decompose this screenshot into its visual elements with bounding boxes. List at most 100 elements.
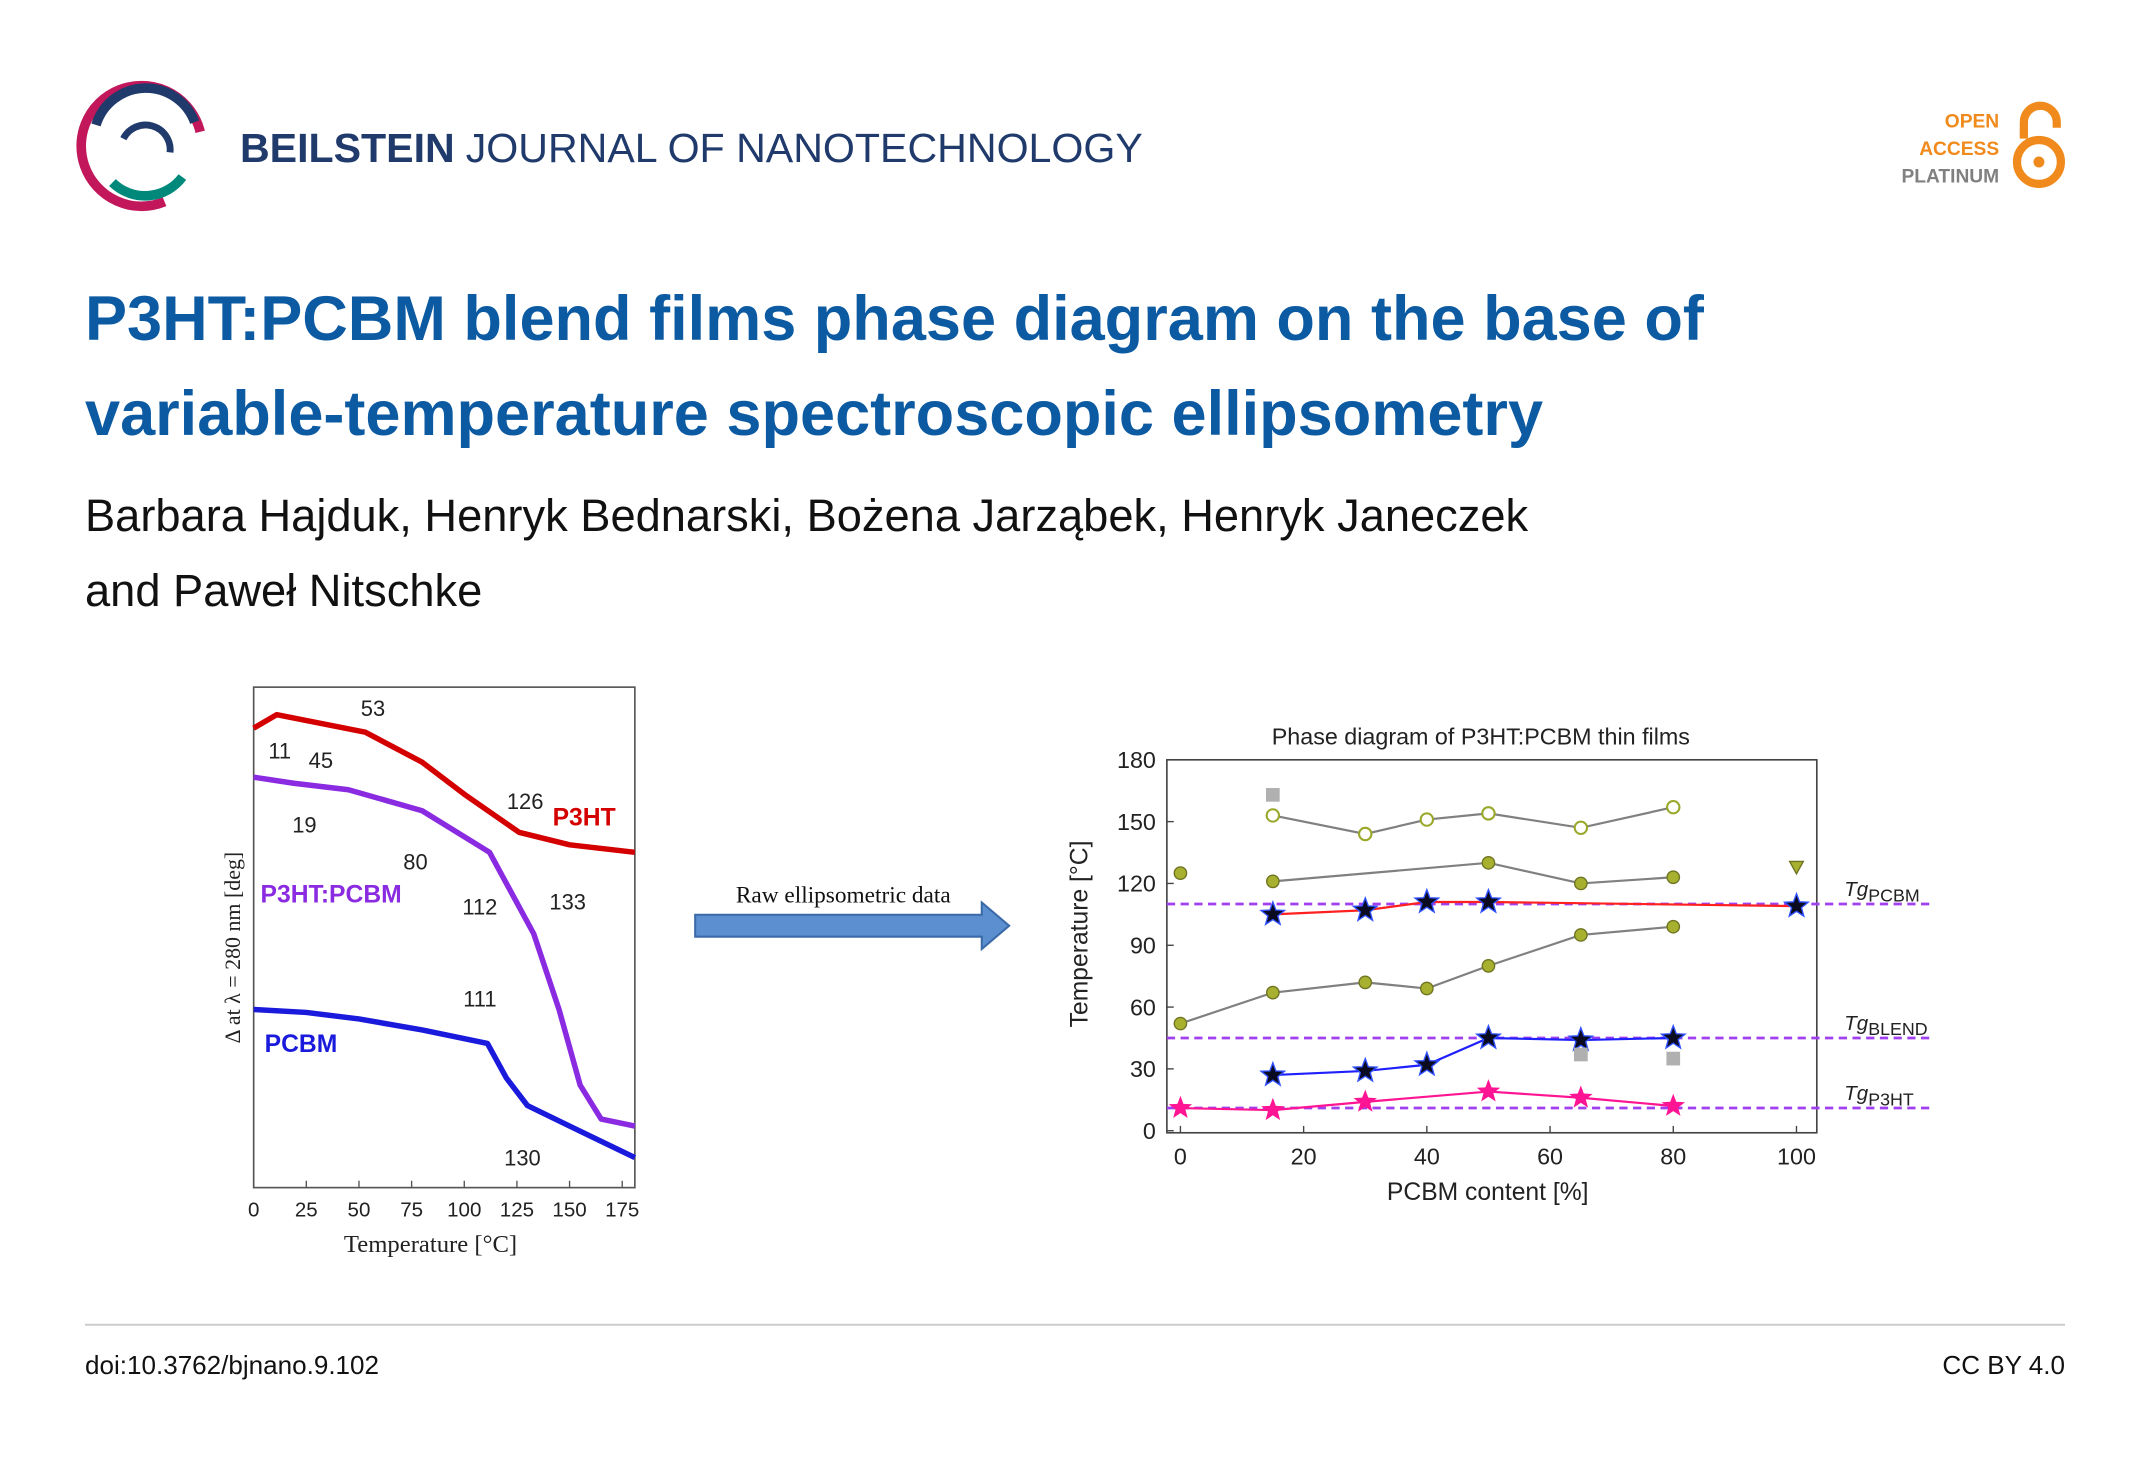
plot-frame [1166,758,1818,1134]
x-tick-label: 0 [1174,1143,1187,1169]
arrow-label: Raw ellipsometric data [736,882,951,908]
title-line: P3HT:PCBM blend films phase diagram on t… [85,284,1705,354]
transition-label: 11 [268,738,291,763]
point [1782,891,1810,918]
point [1659,1023,1687,1050]
y-tick-label: 150 [1117,809,1156,835]
point [1173,866,1188,880]
transition-label: 19 [292,812,316,837]
series-label: P3HT:PCBM [261,881,402,908]
point [1259,900,1287,926]
journal-name-rest: JOURNAL OF NANOTECHNOLOGY [466,125,1143,171]
x-tick-label: 80 [1660,1143,1686,1169]
y-axis-label: Temperature [°C] [1066,841,1093,1028]
x-axis-label: Temperature [°C] [344,1231,517,1258]
point [1358,975,1373,990]
point [1476,1079,1501,1102]
x-tick-label: 40 [1414,1143,1440,1169]
series-line [1180,925,1674,1025]
point [1569,1085,1593,1108]
reference-symbol: Tg [1844,1012,1869,1035]
series-line [1272,1036,1674,1077]
transition-label: 133 [549,889,586,914]
y-tick-label: 0 [1143,1118,1156,1144]
y-axis-label: Δ at λ = 280 nm [deg] [220,852,245,1044]
chart-title: Phase diagram of P3HT:PCBM thin films [1272,724,1690,750]
point [1265,985,1280,1000]
y-tick-label: 120 [1117,871,1156,897]
y-tick-label: 30 [1130,1056,1156,1082]
transition-label: 130 [504,1146,541,1171]
reference-subscript: BLEND [1868,1019,1928,1039]
point [1574,1047,1588,1062]
x-tick-label: 25 [295,1198,318,1221]
transition-label: 45 [309,748,333,773]
arrow [694,900,1011,952]
point [1574,928,1588,942]
point [1168,1095,1193,1118]
point [1259,1060,1287,1087]
x-tick-label: 60 [1537,1143,1563,1169]
journal-name: BEILSTEIN JOURNAL OF NANOTECHNOLOGY [240,125,1143,171]
reference-label: TgPCBM [1844,878,1919,905]
license: CC BY 4.0 [1942,1350,2065,1380]
x-tick-label: 125 [500,1198,534,1221]
authors-line: and Paweł Nitschke [85,565,482,616]
point [1666,870,1681,885]
authors-line: Barbara Hajduk, Henryk Bednarski, Bożena… [85,490,1529,541]
title-line: variable-temperature spectroscopic ellip… [85,379,1543,449]
point [1351,1056,1379,1083]
badge-line: PLATINUM [1901,167,1999,188]
y-tick-label: 90 [1130,932,1156,958]
reference-label: TgP3HT [1844,1082,1914,1109]
point [1481,855,1496,870]
x-tick-label: 100 [1777,1143,1816,1169]
badge-line: OPEN [1945,112,1999,133]
transition-label: 112 [462,895,497,920]
right-chart: Phase diagram of P3HT:PCBM thin films 0 20… [1066,724,1934,1206]
series-label: P3HT [553,805,616,832]
badge-line: ACCESS [1919,139,1999,160]
y-tick-label: 180 [1117,747,1156,773]
point [1265,808,1281,823]
doi: doi:10.3762/bjnano.9.102 [85,1350,379,1380]
point [1413,887,1441,914]
open-access-icon [2012,101,2065,189]
point [1574,876,1588,891]
x-tick-label: 150 [552,1198,586,1221]
series-line [1272,806,1674,836]
point [1265,787,1280,802]
point [1481,959,1496,973]
point [1481,806,1496,821]
point [1358,826,1373,842]
x-tick-label: 20 [1291,1143,1317,1169]
left-chart: 0 25 50 75 100 125 150 175 Temperature [°C] Δ at … [220,686,639,1258]
point [1419,981,1434,996]
reference-symbol: Tg [1844,878,1869,901]
curve [253,774,636,1129]
point [1567,1025,1595,1052]
journal-logo [76,80,205,212]
point [1666,919,1681,934]
x-tick-label: 75 [400,1198,423,1221]
point [1265,874,1280,889]
point [1353,1089,1377,1112]
point [1474,887,1503,914]
curve [253,1006,637,1161]
reference-subscript: PCBM [1868,885,1919,905]
reference-label: TgBLEND [1844,1012,1928,1039]
transition-label: 126 [507,789,544,814]
point [1666,800,1681,815]
point [1661,1093,1686,1116]
y-tick-label: 60 [1130,994,1156,1020]
point [1474,1023,1503,1050]
x-tick-label: 50 [348,1198,371,1221]
point [1413,1050,1441,1077]
point [1419,812,1435,827]
point [1788,860,1805,876]
point [1351,895,1379,922]
curve [252,711,636,856]
journal-name-bold: BEILSTEIN [240,125,455,171]
